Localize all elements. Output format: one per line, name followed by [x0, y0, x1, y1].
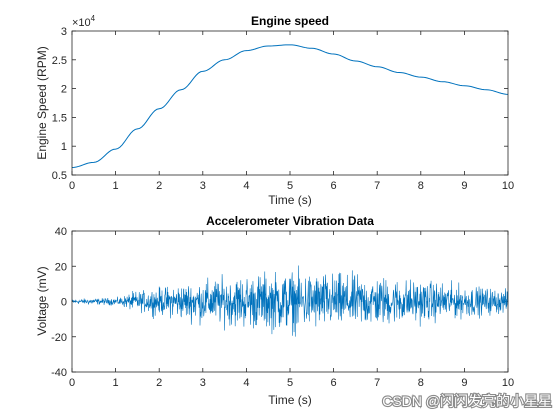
vibration-ylabel: Voltage (mV)	[35, 266, 49, 335]
vibration-axes: Accelerometer Vibration Data Time (s) Vo…	[35, 214, 514, 407]
engine-speed-ticks: 0 1 2 3 4 5 6 7 8 9 10 0.5 1 1.5 2 2.5 3	[52, 26, 514, 192]
vibration-xtick-label: 8	[418, 377, 424, 389]
vibration-xtick-label: 5	[287, 377, 293, 389]
engine-speed-xtick-label: 0	[69, 180, 75, 192]
engine-speed-xtick-label: 7	[374, 180, 380, 192]
vibration-ticks: 0 1 2 3 4 5 6 7 8 9 10 -40 -20 0 20 40	[51, 226, 514, 389]
vibration-xtick-label: 9	[461, 377, 467, 389]
engine-speed-xlabel: Time (s)	[268, 193, 312, 207]
vibration-xtick-label: 2	[156, 377, 162, 389]
vibration-axes-box	[71, 230, 509, 373]
vibration-xtick-label: 4	[243, 377, 249, 389]
watermark-text: CSDN @闪闪发亮的小星星	[382, 393, 552, 409]
engine-speed-xtick-label: 6	[331, 180, 337, 192]
engine-speed-ytick-label: 2	[61, 84, 67, 96]
engine-speed-xtick-label: 10	[502, 180, 514, 192]
engine-speed-y-exponent-base: ×10	[72, 17, 91, 29]
vibration-xtick-label: 6	[331, 377, 337, 389]
engine-speed-line	[71, 44, 509, 169]
engine-speed-title: Engine speed	[251, 14, 329, 28]
engine-speed-xtick-label: 3	[200, 180, 206, 192]
watermark: CSDN @闪闪发亮的小星星	[381, 392, 553, 410]
vibration-xtick-label: 3	[200, 377, 206, 389]
engine-speed-axes-box	[71, 30, 509, 176]
vibration-ytick-label: -40	[51, 367, 67, 379]
engine-speed-ylabel: Engine Speed (RPM)	[35, 46, 49, 159]
engine-speed-y-exponent: ×104	[72, 14, 96, 29]
vibration-ytick-label: 0	[61, 297, 67, 309]
engine-speed-xtick-label: 8	[418, 180, 424, 192]
engine-speed-ytick-label: 3	[61, 26, 67, 38]
vibration-xlabel: Time (s)	[268, 393, 312, 407]
vibration-ytick-label: 40	[55, 226, 67, 238]
engine-speed-ytick-label: 2.5	[52, 55, 67, 67]
vibration-title: Accelerometer Vibration Data	[206, 214, 374, 228]
engine-speed-y-exponent-power: 4	[91, 14, 96, 23]
engine-speed-ytick-label: 1	[61, 141, 67, 153]
engine-speed-xtick-label: 1	[113, 180, 119, 192]
vibration-xtick-label: 0	[69, 377, 75, 389]
vibration-xtick-label: 10	[502, 377, 514, 389]
engine-speed-ytick-label: 1.5	[52, 112, 67, 124]
vibration-line	[71, 265, 509, 337]
engine-speed-xtick-label: 5	[287, 180, 293, 192]
engine-speed-axes: Engine speed Time (s) Engine Speed (RPM)…	[35, 14, 514, 207]
engine-speed-ytick-label: 0.5	[52, 170, 67, 182]
vibration-ytick-label: -20	[51, 332, 67, 344]
engine-speed-xtick-label: 4	[243, 180, 249, 192]
vibration-ytick-label: 20	[55, 261, 67, 273]
engine-speed-xtick-label: 2	[156, 180, 162, 192]
vibration-xtick-label: 1	[113, 377, 119, 389]
engine-speed-xtick-label: 9	[461, 180, 467, 192]
vibration-xtick-label: 7	[374, 377, 380, 389]
